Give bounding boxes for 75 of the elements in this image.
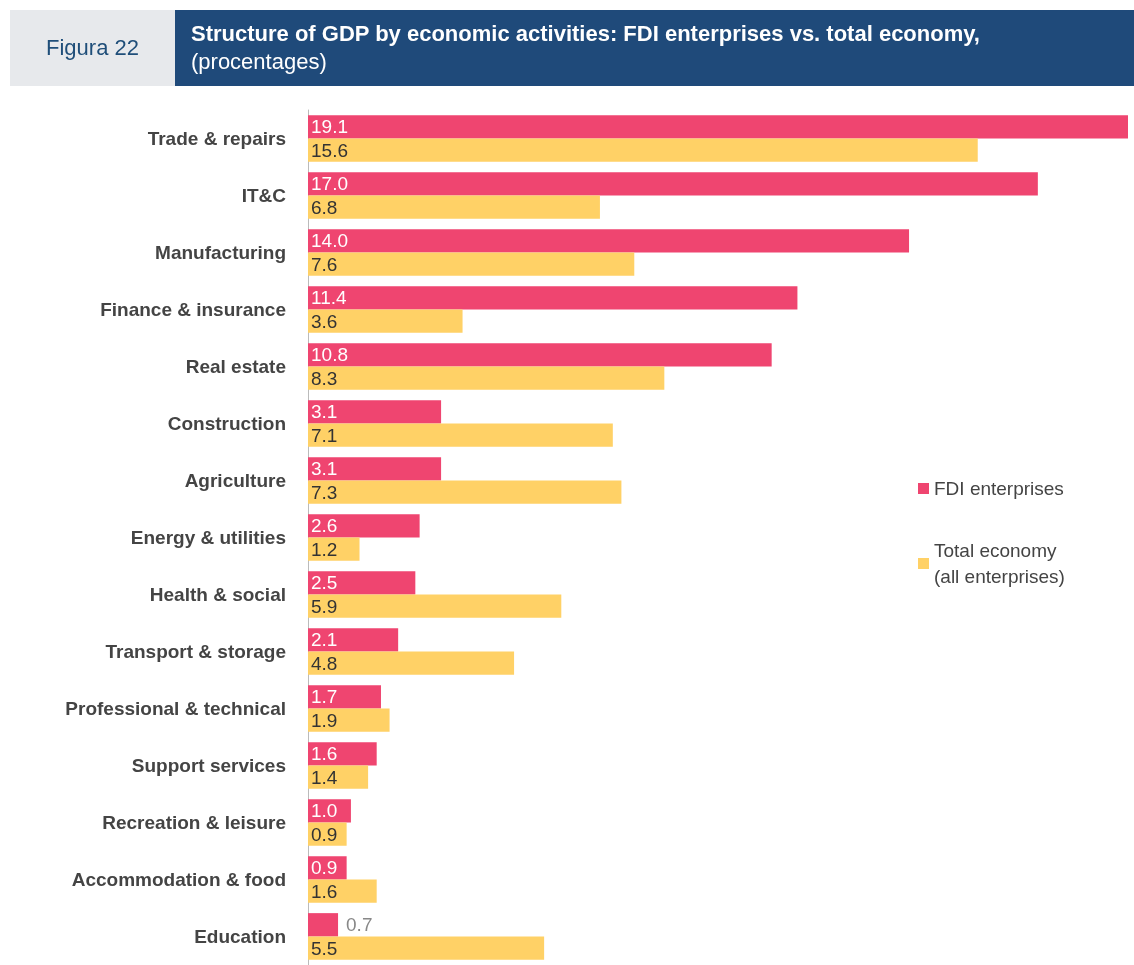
data-label: 1.4 xyxy=(311,766,338,788)
bar xyxy=(308,685,381,709)
data-label: 3.6 xyxy=(311,310,338,332)
y-tick-label: Health & social xyxy=(149,584,286,605)
bar xyxy=(308,229,910,253)
data-label: 1.2 xyxy=(311,538,338,560)
bar xyxy=(308,286,798,310)
data-label: 7.3 xyxy=(311,481,338,503)
y-tick-label: IT&C xyxy=(241,185,287,206)
data-label: 14.0 xyxy=(311,230,348,252)
data-label: 19.1 xyxy=(311,116,348,138)
bar xyxy=(308,138,978,162)
y-tick-label: Accommodation & food xyxy=(71,869,286,890)
bar xyxy=(308,195,600,219)
data-label: 7.6 xyxy=(311,253,338,275)
bar xyxy=(308,252,635,276)
chart-subtitle: (procentages) xyxy=(191,49,327,74)
data-label: 1.6 xyxy=(311,880,338,902)
y-tick-label: Construction xyxy=(167,413,286,434)
bar xyxy=(308,913,339,937)
y-tick-label: Support services xyxy=(131,755,286,776)
data-label: 7.1 xyxy=(311,424,338,446)
bar xyxy=(308,423,613,447)
legend-label: Total economy (all enterprises) xyxy=(934,540,1065,587)
y-tick-label: Energy & utilities xyxy=(130,527,286,548)
bar xyxy=(308,480,622,504)
bar xyxy=(308,172,1038,196)
bar xyxy=(308,879,377,903)
data-label: 1.9 xyxy=(311,709,338,731)
data-label: 3.1 xyxy=(311,458,338,480)
y-tick-label: Agriculture xyxy=(184,470,286,491)
data-label: 1.0 xyxy=(311,800,338,822)
bar xyxy=(308,309,463,333)
data-label: 3.1 xyxy=(311,401,338,423)
data-label: 6.8 xyxy=(311,196,338,218)
data-label: 15.6 xyxy=(311,139,348,161)
bar xyxy=(308,628,399,652)
data-label: 11.4 xyxy=(311,287,347,309)
y-tick-label: Recreation & leisure xyxy=(102,812,286,833)
bar xyxy=(308,936,545,960)
data-label: 1.6 xyxy=(311,743,338,765)
bar xyxy=(308,708,390,732)
bar xyxy=(308,400,442,424)
y-tick-label: Trade & repairs xyxy=(147,128,286,149)
text: Figura 22 xyxy=(10,10,175,86)
y-tick-label: Real estate xyxy=(185,356,286,377)
bar xyxy=(308,594,562,618)
data-label: 8.3 xyxy=(311,367,338,389)
bar xyxy=(308,457,442,481)
y-tick-label: Education xyxy=(194,926,286,947)
y-tick-label: Finance & insurance xyxy=(100,299,286,320)
y-tick-label: Professional & technical xyxy=(65,698,286,719)
bar xyxy=(308,115,1128,139)
bar xyxy=(308,514,420,538)
data-label: 5.9 xyxy=(311,595,338,617)
bar xyxy=(308,366,665,390)
data-label: 10.8 xyxy=(311,344,348,366)
data-label: 17.0 xyxy=(311,173,348,195)
data-label: 4.8 xyxy=(311,652,338,674)
data-label: 1.7 xyxy=(311,686,338,708)
data-label: 2.6 xyxy=(311,515,338,537)
data-label: 5.5 xyxy=(311,937,338,959)
data-label: 2.5 xyxy=(311,572,338,594)
bar xyxy=(308,742,377,766)
data-label: 0.7 xyxy=(346,914,373,936)
y-tick-label: Transport & storage xyxy=(105,641,286,662)
bar xyxy=(308,571,416,595)
data-label: 2.1 xyxy=(311,629,338,651)
y-tick-label: Manufacturing xyxy=(155,242,286,263)
chart-title: Structure of GDP by economic activities: FDI enterprises vs. total economy, xyxy=(191,21,980,46)
data-label: 0.9 xyxy=(311,857,338,879)
bar xyxy=(308,343,772,367)
bar xyxy=(308,651,515,675)
legend-label: FDI enterprises xyxy=(934,478,1064,499)
data-label: 0.9 xyxy=(311,823,338,845)
